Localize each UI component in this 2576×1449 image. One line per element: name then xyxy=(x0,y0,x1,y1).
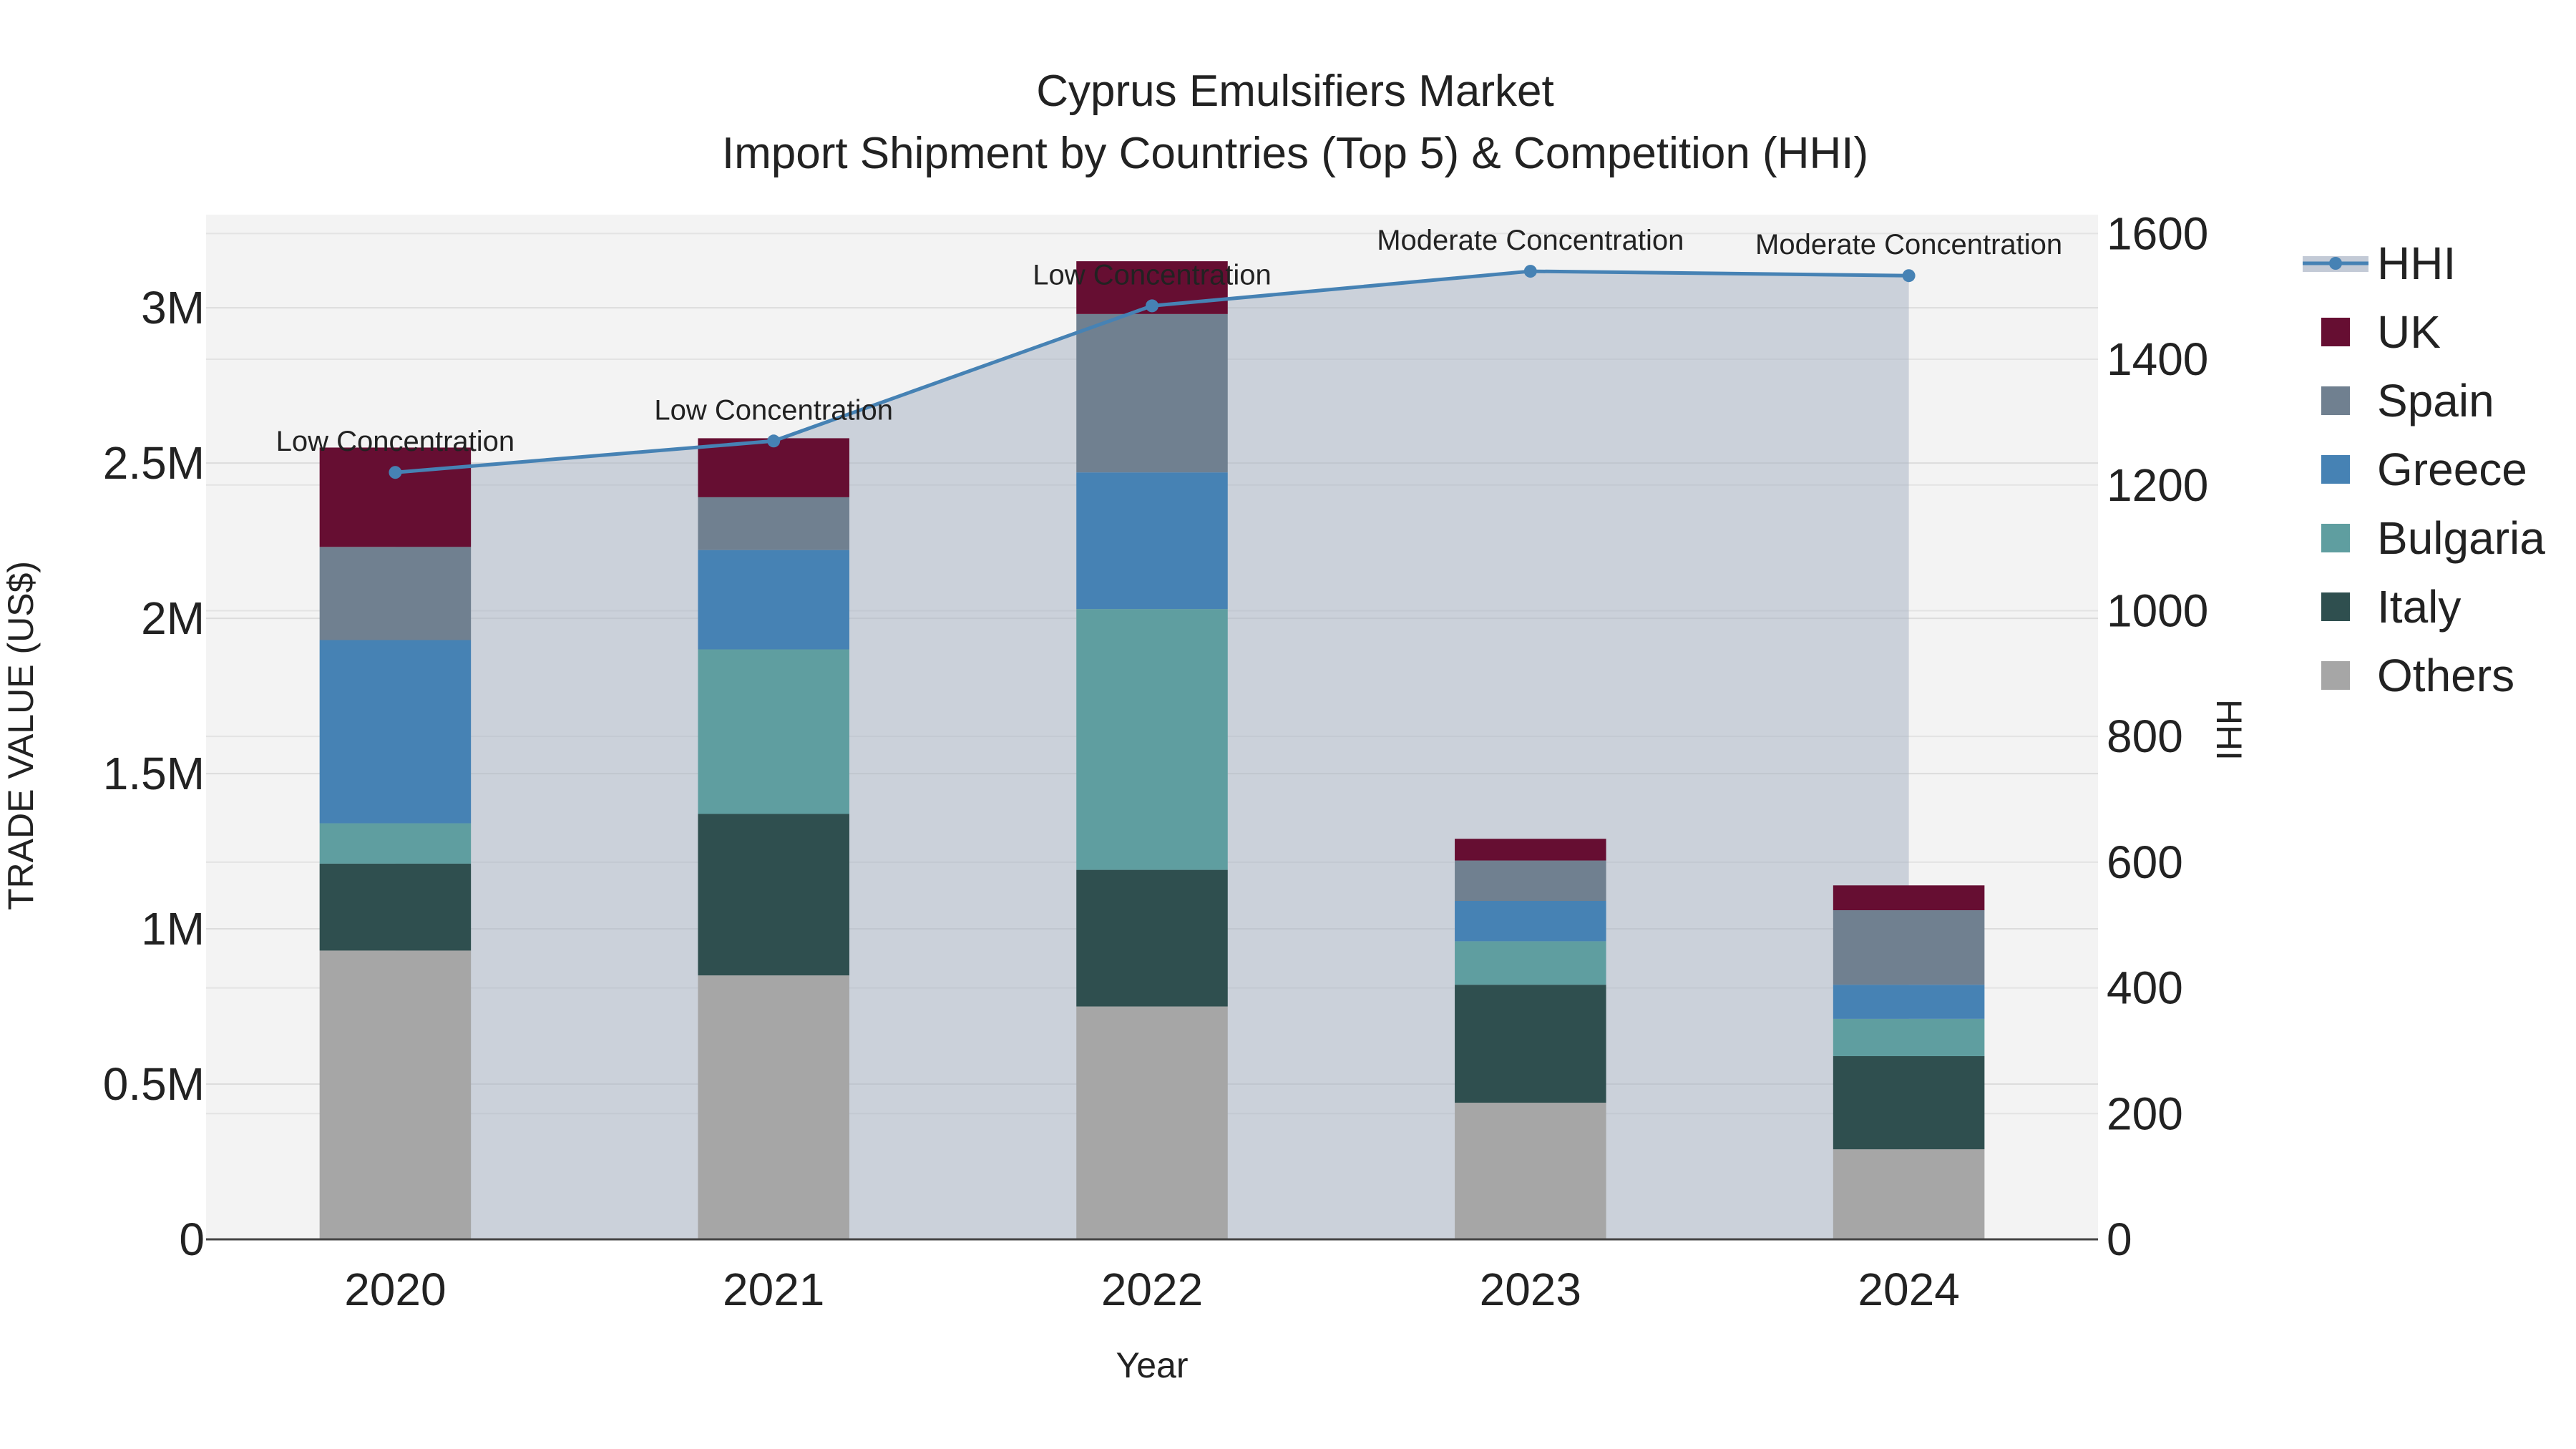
bar-others-2022 xyxy=(1076,1006,1228,1239)
hhi-point-2022 xyxy=(1146,299,1158,313)
legend-swatch xyxy=(2321,524,2350,552)
y2-tick-label: 800 xyxy=(2107,711,2183,762)
hhi-annotation-2022: Low Concentration xyxy=(1033,259,1272,291)
y-tick-label: 3M xyxy=(141,282,205,333)
y2-tick-label: 1200 xyxy=(2107,459,2208,511)
hhi-annotations: Low Concentration Low Concentration Low Co… xyxy=(276,225,2063,457)
x-axis-title: Year xyxy=(1116,1345,1188,1385)
y2-tick-label: 600 xyxy=(2107,836,2183,888)
hhi-point-2024 xyxy=(1902,269,1916,283)
bar-uk-2021 xyxy=(698,438,849,497)
y-tick-label: 1.5M xyxy=(103,748,205,799)
legend-label: HHI xyxy=(2377,238,2456,289)
bar-others-2021 xyxy=(698,975,849,1239)
hhi-line xyxy=(389,265,1916,479)
hhi-point-2020 xyxy=(389,466,402,479)
legend-label: UK xyxy=(2377,306,2441,358)
y2-tick-label: 200 xyxy=(2107,1088,2183,1139)
x-tick-label: 2022 xyxy=(1101,1264,1203,1315)
legend-swatch xyxy=(2321,592,2350,621)
bar-greece-2021 xyxy=(698,550,849,650)
legend-item-spain: Spain xyxy=(2321,375,2494,426)
y-axis-title: TRADE VALUE (US$) xyxy=(1,561,41,910)
chart-subtitle: Import Shipment by Countries (Top 5) & C… xyxy=(722,129,1868,178)
bar-others-2020 xyxy=(319,950,472,1239)
hhi-annotation-2024: Moderate Concentration xyxy=(1755,229,2062,260)
bar-italy-2024 xyxy=(1833,1055,1985,1150)
legend-item-hhi: HHI xyxy=(2303,238,2456,289)
bar-bulgaria-2020 xyxy=(319,823,472,864)
legend-hhi-marker xyxy=(2329,257,2342,270)
bar-bulgaria-2022 xyxy=(1076,609,1228,870)
hhi-annotation-2021: Low Concentration xyxy=(654,394,893,426)
legend-label: Italy xyxy=(2377,581,2461,633)
bar-italy-2021 xyxy=(698,814,849,976)
bar-greece-2022 xyxy=(1076,472,1228,610)
legend-label: Spain xyxy=(2377,375,2494,426)
legend: HHI UK Spain Greece Bulgaria Italy Others xyxy=(2303,238,2545,701)
bar-greece-2023 xyxy=(1455,901,1606,942)
bar-italy-2022 xyxy=(1076,869,1228,1007)
legend-swatch xyxy=(2321,455,2350,484)
bars xyxy=(319,261,1985,1239)
bar-spain-2020 xyxy=(319,547,472,640)
bar-bulgaria-2021 xyxy=(698,649,849,814)
legend-item-italy: Italy xyxy=(2321,581,2461,633)
x-tick-label: 2021 xyxy=(723,1264,824,1315)
bar-greece-2020 xyxy=(319,640,472,824)
y2-tick-label: 1000 xyxy=(2107,585,2208,636)
bar-italy-2023 xyxy=(1455,985,1606,1103)
bar-uk-2024 xyxy=(1833,885,1985,911)
chart-titles: Cyprus Emulsifiers Market Import Shipmen… xyxy=(722,67,1868,178)
y-tick-label: 1M xyxy=(141,903,205,955)
legend-item-bulgaria: Bulgaria xyxy=(2321,512,2545,564)
bar-others-2024 xyxy=(1833,1149,1985,1239)
y2-tick-label: 1400 xyxy=(2107,333,2208,385)
legend-item-uk: UK xyxy=(2321,306,2441,358)
y-tick-label: 2M xyxy=(141,592,205,644)
legend-label: Bulgaria xyxy=(2377,512,2545,564)
legend-label: Others xyxy=(2377,650,2514,701)
y2-tick-label: 400 xyxy=(2107,962,2183,1014)
y-tick-label: 0.5M xyxy=(103,1058,205,1110)
hhi-annotation-2020: Low Concentration xyxy=(276,426,515,457)
bar-uk-2023 xyxy=(1455,839,1606,861)
x-tick-label: 2023 xyxy=(1480,1264,1581,1315)
hhi-point-2021 xyxy=(767,434,781,448)
legend-label: Greece xyxy=(2377,444,2527,495)
bar-bulgaria-2024 xyxy=(1833,1018,1985,1056)
y-tick-label: 0 xyxy=(179,1214,205,1265)
axes: 2020 2021 2022 2023 2024 0 0.5M 1M 1.5M 2M 2.5M 3M 0… xyxy=(103,208,2209,1315)
bar-spain-2023 xyxy=(1455,860,1606,902)
legend-item-others: Others xyxy=(2321,650,2514,701)
y-tick-label: 2.5M xyxy=(103,437,205,489)
bar-spain-2021 xyxy=(698,497,849,550)
legend-swatch xyxy=(2321,318,2350,346)
bar-italy-2020 xyxy=(319,863,472,951)
legend-swatch xyxy=(2321,386,2350,415)
x-tick-label: 2020 xyxy=(344,1264,446,1315)
y2-axis-title: HHI xyxy=(2209,699,2249,761)
x-tick-label: 2024 xyxy=(1858,1264,1959,1315)
bar-bulgaria-2023 xyxy=(1455,941,1606,985)
bar-spain-2022 xyxy=(1076,313,1228,473)
bar-uk-2020 xyxy=(319,447,472,547)
chart-title: Cyprus Emulsifiers Market xyxy=(1036,67,1553,116)
y2-tick-label: 0 xyxy=(2107,1214,2132,1265)
hhi-annotation-2023: Moderate Concentration xyxy=(1377,225,1684,256)
bar-others-2023 xyxy=(1455,1103,1606,1239)
legend-swatch xyxy=(2321,661,2350,690)
y2-tick-label: 1600 xyxy=(2107,208,2208,259)
legend-item-greece: Greece xyxy=(2321,444,2527,495)
hhi-point-2023 xyxy=(1523,265,1537,278)
bar-spain-2024 xyxy=(1833,910,1985,985)
bar-greece-2024 xyxy=(1833,985,1985,1019)
